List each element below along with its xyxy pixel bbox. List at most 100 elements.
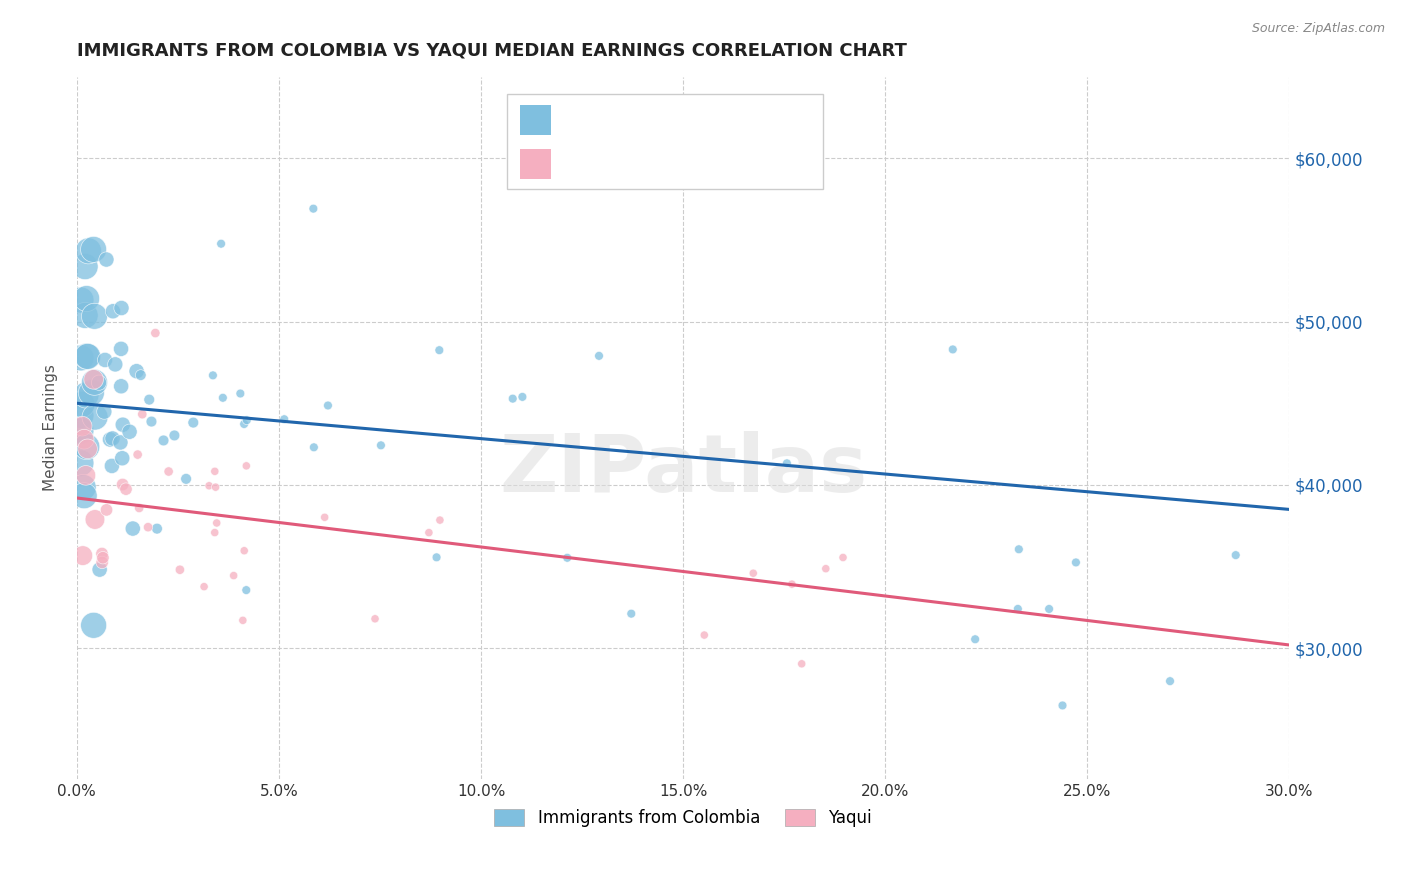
Point	[302, 202, 325, 216]
Point	[204, 480, 226, 494]
Point	[131, 407, 153, 421]
Point	[204, 525, 226, 540]
Point	[316, 399, 339, 413]
Point	[232, 613, 254, 627]
Point	[620, 607, 643, 621]
Point	[418, 525, 440, 540]
Point	[75, 388, 97, 402]
Point	[110, 379, 132, 393]
Point	[233, 543, 256, 558]
Point	[169, 563, 191, 577]
Point	[233, 417, 256, 431]
Point	[111, 477, 134, 491]
Point	[121, 522, 143, 536]
Point	[83, 376, 105, 390]
Point	[125, 364, 148, 378]
Point	[110, 342, 132, 356]
Point	[429, 513, 451, 527]
Y-axis label: Median Earnings: Median Earnings	[44, 364, 58, 491]
Point	[146, 522, 169, 536]
Point	[512, 390, 534, 404]
Point	[72, 480, 94, 494]
Point	[1052, 698, 1074, 713]
Point	[143, 326, 166, 340]
Point	[110, 435, 132, 450]
Point	[111, 451, 134, 466]
Point	[94, 353, 117, 368]
Point	[83, 372, 105, 386]
Point	[76, 292, 98, 306]
Point	[136, 520, 159, 534]
Point	[1038, 602, 1060, 616]
Point	[75, 260, 97, 274]
Point	[138, 392, 160, 407]
Point	[118, 425, 141, 439]
Point	[110, 301, 132, 315]
Point	[555, 550, 578, 565]
Legend: Immigrants from Colombia, Yaqui: Immigrants from Colombia, Yaqui	[488, 802, 879, 834]
Point	[222, 568, 245, 582]
Point	[427, 343, 450, 358]
Point	[70, 419, 93, 434]
Point	[111, 417, 134, 432]
Point	[73, 432, 96, 446]
Point	[370, 438, 392, 452]
Point	[163, 428, 186, 442]
Point	[83, 310, 105, 324]
Point	[80, 385, 103, 400]
Point	[98, 433, 121, 447]
Point	[693, 628, 716, 642]
Point	[84, 512, 107, 526]
Point	[96, 503, 118, 517]
Point	[96, 252, 118, 267]
Point	[193, 580, 215, 594]
Point	[75, 309, 97, 323]
Point	[70, 409, 93, 423]
Point	[93, 404, 115, 418]
Point	[1008, 542, 1031, 557]
Point	[1225, 548, 1247, 562]
Point	[181, 416, 204, 430]
Text: Source: ZipAtlas.com: Source: ZipAtlas.com	[1251, 22, 1385, 36]
Point	[91, 547, 114, 561]
Point	[229, 386, 252, 401]
Point	[364, 612, 387, 626]
Point	[780, 577, 803, 591]
Point	[1064, 556, 1087, 570]
Point	[83, 618, 105, 632]
Point	[790, 657, 813, 671]
Point	[83, 243, 105, 257]
Text: ZIPatlas: ZIPatlas	[499, 431, 868, 509]
Point	[201, 368, 224, 383]
Point	[76, 442, 98, 456]
Point	[75, 468, 97, 483]
Point	[314, 510, 336, 524]
Point	[204, 464, 226, 478]
Point	[127, 448, 149, 462]
Point	[426, 550, 449, 565]
Point	[76, 440, 98, 454]
Point	[742, 566, 765, 581]
Point	[302, 440, 325, 454]
Point	[235, 583, 257, 598]
Point	[209, 236, 232, 251]
Point	[832, 550, 855, 565]
Point	[588, 349, 610, 363]
Point	[70, 397, 93, 411]
Point	[89, 563, 111, 577]
Point	[152, 434, 174, 448]
Point	[212, 391, 235, 405]
Point	[73, 489, 96, 503]
Point	[76, 350, 98, 364]
Point	[128, 500, 150, 515]
Point	[236, 413, 259, 427]
Point	[205, 516, 228, 530]
Point	[814, 562, 837, 576]
Point	[502, 392, 524, 406]
Point	[1159, 674, 1181, 689]
Point	[1007, 602, 1029, 616]
Point	[141, 415, 163, 429]
Point	[72, 549, 94, 563]
Point	[76, 349, 98, 363]
Point	[70, 293, 93, 307]
